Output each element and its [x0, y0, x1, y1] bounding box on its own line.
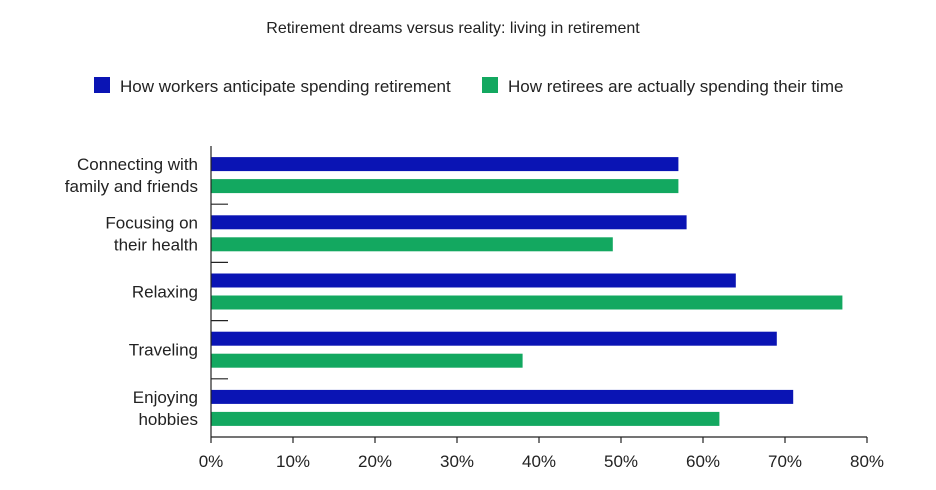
bar-workers-2 — [211, 273, 736, 288]
x-tick-label-1: 10% — [276, 452, 310, 471]
category-label-2-0: Relaxing — [132, 283, 198, 302]
legend-swatch-retirees — [482, 77, 498, 93]
category-label-4-1: hobbies — [138, 410, 198, 429]
legend-swatch-workers — [94, 77, 110, 93]
bar-retirees-0 — [211, 179, 679, 194]
category-label-3-0: Traveling — [129, 341, 198, 360]
category-label-0-1: family and friends — [65, 177, 198, 196]
bar-retirees-4 — [211, 411, 720, 426]
legend-label-workers: How workers anticipate spending retireme… — [120, 77, 451, 96]
category-label-0-0: Connecting with — [77, 155, 198, 174]
x-tick-label-2: 20% — [358, 452, 392, 471]
bar-workers-1 — [211, 215, 687, 230]
category-label-1-1: their health — [114, 235, 198, 254]
legend-label-retirees: How retirees are actually spending their… — [508, 77, 843, 96]
chart-title: Retirement dreams versus reality: living… — [266, 20, 640, 37]
x-tick-label-6: 60% — [686, 452, 720, 471]
x-tick-label-4: 40% — [522, 452, 556, 471]
category-label-4-0: Enjoying — [133, 388, 198, 407]
bar-retirees-1 — [211, 237, 613, 252]
bar-retirees-3 — [211, 353, 523, 368]
x-tick-label-3: 30% — [440, 452, 474, 471]
legend: How workers anticipate spending retireme… — [94, 77, 843, 96]
x-tick-label-8: 80% — [850, 452, 884, 471]
bar-workers-3 — [211, 331, 777, 346]
bar-workers-0 — [211, 157, 679, 172]
category-label-1-0: Focusing on — [105, 213, 198, 232]
x-tick-label-0: 0% — [199, 452, 224, 471]
x-tick-label-7: 70% — [768, 452, 802, 471]
bar-retirees-2 — [211, 295, 843, 310]
bar-workers-4 — [211, 389, 794, 404]
plot-area: Connecting with family and friends Focusin… — [65, 146, 884, 471]
x-tick-label-5: 50% — [604, 452, 638, 471]
